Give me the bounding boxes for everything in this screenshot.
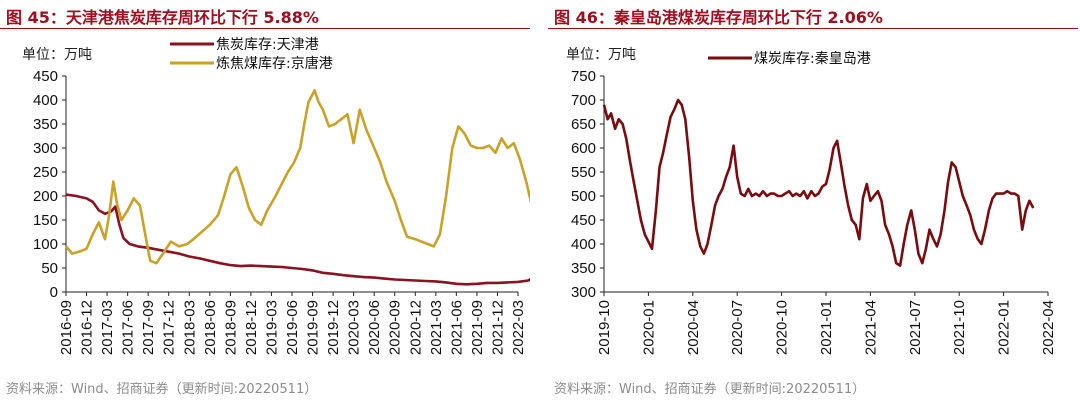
series-line — [65, 89, 530, 265]
x-tick-label: 2019-09 — [305, 300, 322, 355]
y-tick-label: 200 — [33, 188, 58, 205]
series-line — [602, 98, 1035, 267]
source-note: 资料来源：Wind、招商证券（更新时间:20220511） — [6, 382, 318, 397]
x-tick-label: 2016-12 — [79, 300, 96, 355]
y-tick-label: 450 — [571, 212, 596, 229]
y-tick-label: 650 — [571, 116, 596, 133]
x-tick-label: 2020-01 — [640, 300, 657, 355]
x-tick-label: 2020-10 — [774, 300, 791, 355]
chart-panel-right: 图 46：秦皇岛港煤炭库存周环比下行 2.06% 单位：万吨 750 700 650… — [548, 0, 1078, 407]
y-tick-label: 750 — [571, 68, 596, 85]
x-tick-label: 2022-04 — [1040, 300, 1057, 355]
y-tick-label: 250 — [33, 164, 58, 181]
legend-label: 煤炭库存:秦皇岛港 — [754, 51, 871, 67]
x-tick-label: 2018-03 — [181, 300, 198, 355]
title-underline — [548, 28, 1078, 29]
x-tick-label: 2020-07 — [729, 300, 746, 355]
y-tick-label: 350 — [571, 260, 596, 277]
y-tick-label: 50 — [41, 260, 58, 277]
y-tick-label: 100 — [33, 236, 58, 253]
y-tick-label: 400 — [571, 236, 596, 253]
x-tick-label: 2021-03 — [428, 300, 445, 355]
chart-panel-left: 图 45：天津港焦炭库存周环比下行 5.88% 单位：万吨 450 400 350 3… — [0, 0, 530, 407]
title-underline — [0, 28, 530, 29]
x-tick-label: 2022-03 — [510, 300, 527, 355]
legend-label: 炼焦煤库存:京唐港 — [216, 55, 333, 72]
x-tick-label: 2021-06 — [448, 300, 465, 355]
x-tick-label: 2018-12 — [243, 300, 260, 355]
legend-label: 焦炭库存:天津港 — [216, 37, 319, 53]
x-tick-label: 2021-09 — [469, 300, 486, 355]
x-tick-label: 2020-03 — [346, 300, 363, 355]
y-tick-label: 500 — [571, 188, 596, 205]
x-tick-label: 2020-12 — [407, 300, 424, 355]
x-tick-label: 2021-01 — [818, 300, 835, 355]
x-tick-label: 2019-10 — [596, 300, 613, 355]
x-tick-label: 2017-06 — [120, 300, 137, 355]
x-tick-label: 2020-04 — [685, 300, 702, 355]
chart-title: 图 46：秦皇岛港煤炭库存周环比下行 2.06% — [554, 8, 883, 27]
y-tick-label: 600 — [571, 140, 596, 157]
x-tick-label: 2016-09 — [58, 300, 75, 355]
x-tick-label: 2020-06 — [366, 300, 383, 355]
x-tick-label: 2021-10 — [951, 300, 968, 355]
chart-title: 图 45：天津港焦炭库存周环比下行 5.88% — [6, 8, 319, 27]
y-tick-label: 300 — [571, 284, 596, 301]
x-tick-label: 2017-12 — [161, 300, 178, 355]
y-tick-label: 700 — [571, 92, 596, 109]
source-note: 资料来源：Wind、招商证券（更新时间:20220511） — [554, 382, 866, 397]
series-line — [65, 193, 530, 286]
x-tick-label: 2020-09 — [387, 300, 404, 355]
y-tick-label: 150 — [33, 212, 58, 229]
x-tick-label: 2021-07 — [907, 300, 924, 355]
y-tick-label: 0 — [50, 284, 58, 301]
x-tick-label: 2019-12 — [325, 300, 342, 355]
x-tick-label: 2019-03 — [263, 300, 280, 355]
x-tick-label: 2021-04 — [862, 300, 879, 355]
x-tick-label: 2017-03 — [99, 300, 116, 355]
x-tick-label: 2017-09 — [140, 300, 157, 355]
x-tick-label: 2018-09 — [222, 300, 239, 355]
unit-label: 单位：万吨 — [566, 47, 636, 63]
x-tick-label: 2019-06 — [284, 300, 301, 355]
y-tick-label: 550 — [571, 164, 596, 181]
x-tick-label: 2022-01 — [996, 300, 1013, 355]
y-tick-label: 350 — [33, 116, 58, 133]
y-tick-label: 300 — [33, 140, 58, 157]
y-tick-label: 400 — [33, 92, 58, 109]
x-tick-label: 2021-12 — [489, 300, 506, 355]
unit-label: 单位：万吨 — [22, 47, 92, 63]
x-tick-label: 2018-06 — [202, 300, 219, 355]
y-tick-label: 450 — [33, 68, 58, 85]
